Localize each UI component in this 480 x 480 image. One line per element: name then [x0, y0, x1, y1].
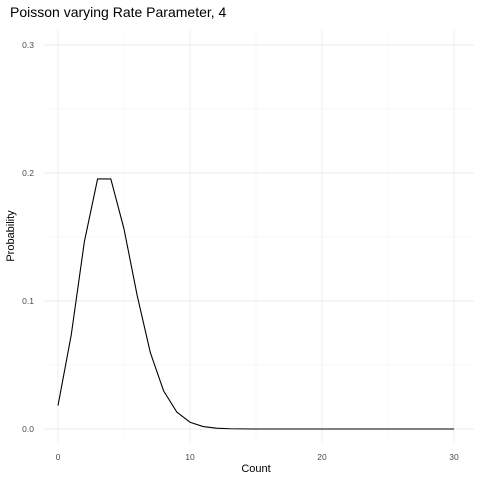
x-tick-label: 0: [56, 452, 61, 462]
y-tick-label: 0.2: [22, 168, 34, 178]
x-axis-label: Count: [241, 463, 270, 475]
x-tick-labels: 0 10 20 30: [56, 452, 459, 462]
chart-title: Poisson varying Rate Parameter, 4: [10, 4, 227, 20]
y-tick-labels: 0.0 0.1 0.2 0.3: [22, 40, 34, 434]
x-tick-label: 10: [185, 452, 195, 462]
x-tick-label: 20: [317, 452, 327, 462]
y-tick-label: 0.3: [22, 40, 34, 50]
x-tick-label: 30: [449, 452, 459, 462]
y-axis-label: Probability: [5, 210, 17, 262]
y-tick-label: 0.1: [22, 296, 34, 306]
y-tick-label: 0.0: [22, 424, 34, 434]
grid: [44, 30, 474, 443]
series-line: [57, 178, 454, 430]
